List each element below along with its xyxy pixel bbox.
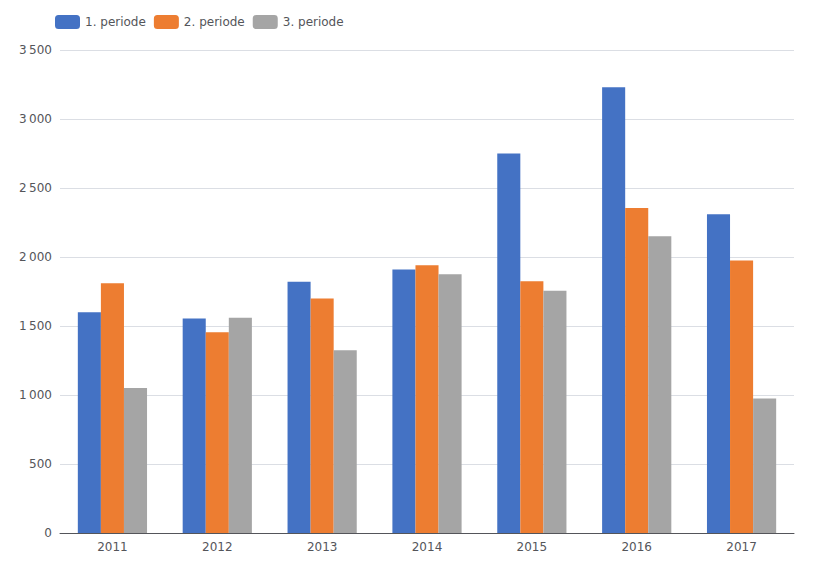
svg-text:2011: 2011 <box>97 540 128 554</box>
svg-text:3. periode: 3. periode <box>283 15 344 29</box>
svg-text:1 000: 1 000 <box>19 388 52 402</box>
svg-text:2 000: 2 000 <box>19 250 52 264</box>
svg-text:500: 500 <box>29 457 52 471</box>
svg-text:2 500: 2 500 <box>19 181 52 195</box>
svg-text:3 000: 3 000 <box>19 112 52 126</box>
svg-text:2012: 2012 <box>202 540 233 554</box>
svg-text:0: 0 <box>44 526 52 540</box>
svg-text:1 500: 1 500 <box>19 319 52 333</box>
svg-text:2015: 2015 <box>517 540 548 554</box>
svg-text:2014: 2014 <box>412 540 443 554</box>
svg-text:3 500: 3 500 <box>19 43 52 57</box>
svg-text:2013: 2013 <box>307 540 338 554</box>
svg-text:1. periode: 1. periode <box>85 15 146 29</box>
svg-text:2016: 2016 <box>621 540 652 554</box>
svg-text:2. periode: 2. periode <box>184 15 245 29</box>
svg-text:2017: 2017 <box>726 540 757 554</box>
